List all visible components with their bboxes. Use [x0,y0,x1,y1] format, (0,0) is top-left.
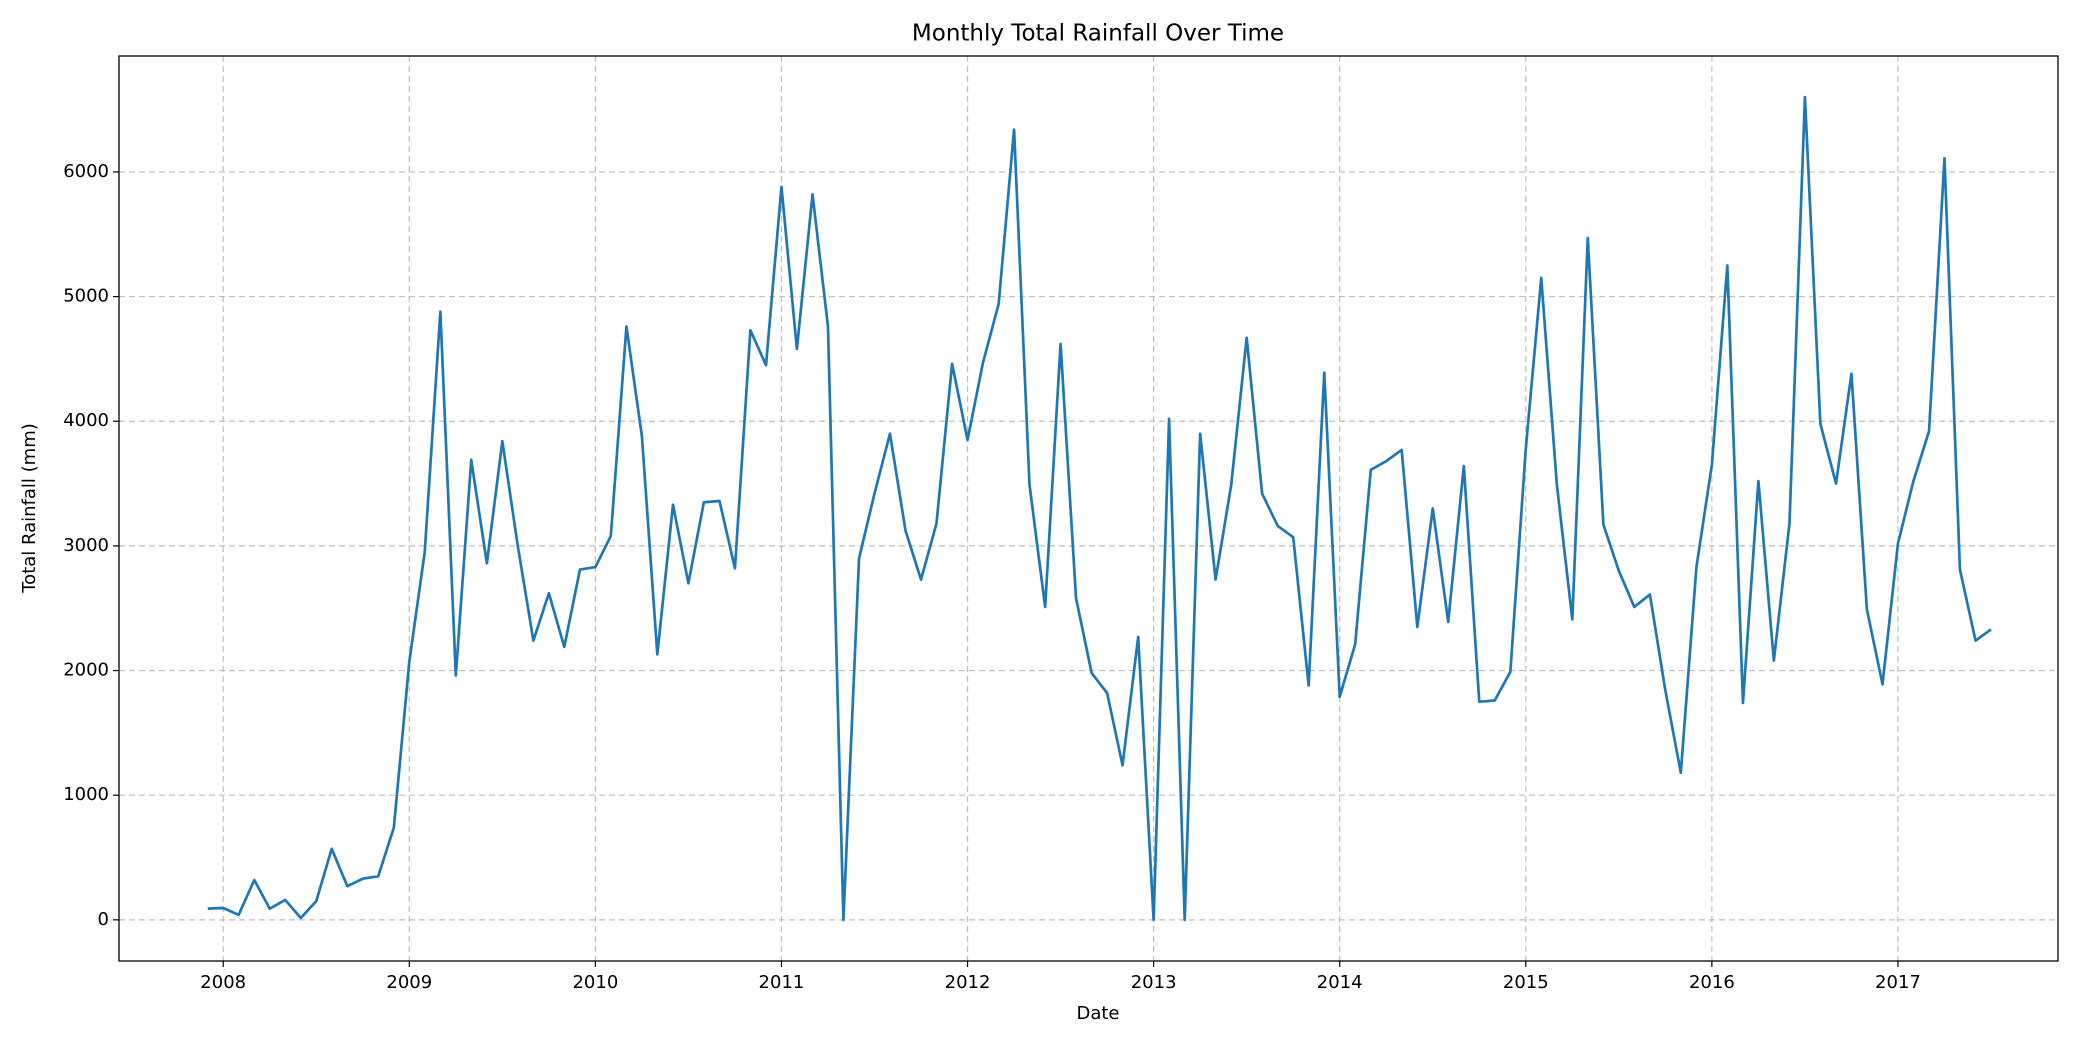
x-tick-label: 2014 [1317,972,1363,993]
y-tick-label: 6000 [63,161,109,182]
y-axis-label: Total Rainfall (mm) [19,423,40,594]
x-tick-label: 2011 [759,972,805,993]
chart-title: Monthly Total Rainfall Over Time [912,21,1284,47]
x-tick-label: 2009 [386,972,432,993]
data-line [207,95,1992,922]
plot-frame [118,55,2059,962]
x-axis-label: Date [1076,1003,1119,1024]
x-tick-label: 2012 [945,972,991,993]
y-tick-label: 5000 [63,286,109,307]
y-tick-label: 0 [98,909,109,930]
x-tick-label: 2015 [1503,972,1549,993]
x-tick-label: 2016 [1689,972,1735,993]
x-tick-label: 2008 [200,972,246,993]
y-tick-label: 2000 [63,660,109,681]
y-tick-label: 1000 [63,784,109,805]
x-tick-label: 2013 [1131,972,1177,993]
y-tick-label: 3000 [63,535,109,556]
y-tick-label: 4000 [63,410,109,431]
x-tick-label: 2017 [1875,972,1921,993]
x-tick-label: 2010 [572,972,618,993]
